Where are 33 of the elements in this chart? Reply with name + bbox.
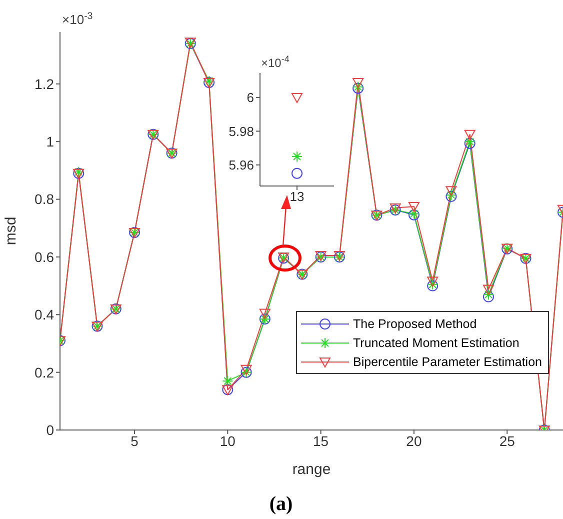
x-tick-label: 15 [313, 432, 329, 449]
y-tick-label: 0.2 [34, 364, 54, 380]
point [446, 186, 457, 196]
y-tick-label: 0.4 [34, 306, 54, 323]
text: ×10$^{-3}$ [62, 10, 93, 27]
y-tick-label: 1 [46, 134, 54, 150]
y-tick-label: 6 [246, 90, 254, 106]
x-tick-label: 25 [499, 432, 516, 449]
x-axis-title: range [292, 461, 331, 478]
point [408, 202, 420, 212]
text: (a) [269, 493, 293, 515]
legend-label: The Proposed Method [353, 316, 477, 330]
point [259, 308, 270, 319]
point [482, 291, 494, 302]
point [352, 78, 364, 88]
y-tick-label: 0.8 [34, 191, 54, 208]
y-tick-label: 5.96 [228, 158, 254, 173]
legend-label: Bipercentile Parameter Estimation [353, 354, 542, 368]
x-tick-label: 5 [130, 432, 139, 449]
x-tick-label: 10 [220, 432, 236, 449]
point [240, 364, 252, 375]
y-tick-label: 1.2 [34, 76, 54, 92]
y-axis-title: msd [2, 216, 20, 246]
point [464, 130, 476, 140]
x-tick-label: 13 [290, 189, 304, 204]
annotation: ×10$^{-4}$ [261, 54, 290, 70]
point [482, 284, 494, 295]
y-tick-label: 0.6 [34, 248, 54, 265]
legend-label: Truncated Moment Estimation [353, 336, 520, 350]
x-tick-label: 20 [406, 432, 422, 449]
y-tick-label: 5.98 [228, 124, 254, 139]
y-tick-label: 0 [46, 422, 54, 438]
point [427, 276, 438, 287]
